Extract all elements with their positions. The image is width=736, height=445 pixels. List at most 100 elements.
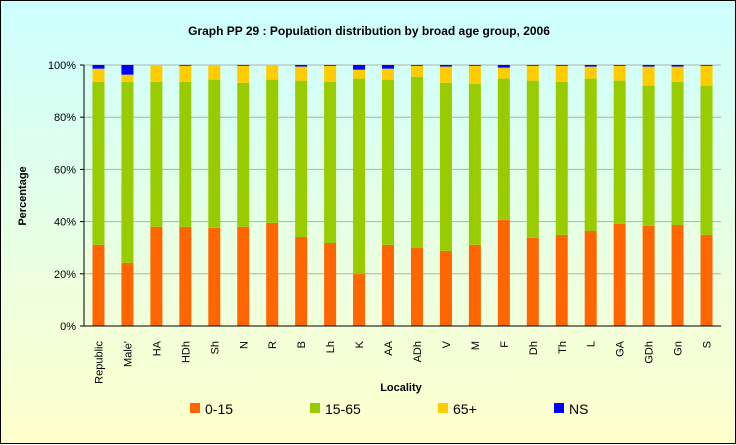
- bar-15-65-Republic: [92, 81, 105, 245]
- bar-NS-Dh: [526, 65, 539, 66]
- legend-label: NS: [569, 401, 588, 417]
- x-tick-label: K: [354, 340, 366, 348]
- bar-NS-S: [700, 65, 713, 66]
- bar-NS-M: [468, 65, 481, 66]
- x-tick-label: Dh: [528, 341, 540, 355]
- y-tick-label: 40%: [54, 217, 76, 229]
- bar-15-65-Lh: [324, 81, 337, 244]
- x-axis-label: Locality: [380, 382, 422, 394]
- bar-0-15-Republic: [92, 244, 105, 326]
- bar-0-15-AA: [382, 244, 395, 326]
- x-tick-label: AA: [383, 340, 395, 355]
- x-tick-label: N: [238, 341, 250, 349]
- bar-0-15-Dh: [526, 237, 539, 326]
- bar-15-65-Male': [121, 81, 134, 263]
- bar-NS-Lh: [324, 65, 337, 66]
- bar-0-15-HDh: [179, 226, 192, 326]
- legend-swatch-15-65: [310, 403, 320, 413]
- bar-0-15-Sh: [208, 227, 221, 326]
- legend-label: 15-65: [325, 401, 361, 417]
- bar-15-65-V: [439, 82, 452, 251]
- bar-NS-F: [497, 65, 510, 68]
- x-tick-label: B: [296, 341, 308, 348]
- x-tick-label: F: [499, 341, 511, 348]
- bar-0-15-K: [353, 274, 366, 326]
- bar-15-65-K: [353, 78, 366, 275]
- bar-0-15-S: [700, 234, 713, 326]
- bar-65+-AA: [382, 68, 395, 80]
- bar-65+-K: [353, 69, 366, 79]
- y-tick-label: 80%: [54, 112, 76, 124]
- bar-NS-N: [237, 65, 250, 66]
- x-tick-label: Th: [557, 341, 569, 354]
- x-tick-label: M: [470, 341, 482, 350]
- bar-15-65-AA: [382, 79, 395, 245]
- y-axis-label: Percentage: [17, 166, 29, 225]
- y-tick-label: 0%: [60, 321, 76, 333]
- bar-15-65-N: [237, 82, 250, 227]
- y-tick-label: 60%: [54, 164, 76, 176]
- bar-NS-V: [439, 65, 452, 67]
- bar-65+-GA: [613, 65, 626, 81]
- bar-15-65-HA: [150, 81, 163, 227]
- bar-65+-Lh: [324, 65, 337, 82]
- bar-0-15-L: [584, 230, 597, 326]
- bar-0-15-Th: [555, 234, 568, 326]
- bar-15-65-F: [497, 78, 510, 220]
- bar-15-65-M: [468, 83, 481, 245]
- bar-65+-R: [266, 65, 279, 80]
- bar-0-15-V: [439, 250, 452, 326]
- bar-NS-ADh: [410, 65, 423, 66]
- bar-0-15-R: [266, 222, 279, 326]
- bar-65+-Gn: [671, 66, 684, 82]
- legend-label: 0-15: [205, 401, 233, 417]
- chart-title: Graph PP 29 : Population distribution by…: [188, 24, 550, 38]
- legend-swatch-NS: [554, 403, 564, 413]
- bar-15-65-GDh: [642, 85, 655, 226]
- bar-0-15-M: [468, 244, 481, 326]
- bar-NS-K: [353, 65, 366, 70]
- bar-NS-GA: [613, 65, 626, 66]
- y-tick-label: 100%: [48, 60, 76, 72]
- bar-15-65-Dh: [526, 80, 539, 238]
- y-tick-label: 20%: [54, 269, 76, 281]
- bar-15-65-B: [295, 80, 308, 237]
- bar-65+-HDh: [179, 65, 192, 82]
- x-tick-label: V: [441, 340, 453, 348]
- x-tick-label: Sh: [209, 341, 221, 354]
- bar-15-65-R: [266, 79, 279, 223]
- bar-65+-GDh: [642, 66, 655, 86]
- x-tick-label: L: [586, 341, 598, 347]
- x-tick-label: HDh: [180, 341, 192, 363]
- bar-65+-ADh: [410, 65, 423, 77]
- bar-65+-Sh: [208, 65, 221, 80]
- bar-65+-S: [700, 65, 713, 86]
- bar-0-15-GA: [613, 223, 626, 326]
- bar-65+-B: [295, 66, 308, 81]
- bar-65+-F: [497, 67, 510, 79]
- bar-15-65-L: [584, 78, 597, 231]
- bar-15-65-Gn: [671, 81, 684, 225]
- bar-65+-L: [584, 66, 597, 79]
- bar-NS-Male': [121, 65, 134, 75]
- x-tick-label: Male': [122, 341, 134, 367]
- legend-label: 65+: [453, 401, 477, 417]
- bar-0-15-Lh: [324, 243, 337, 326]
- bar-NS-AA: [382, 65, 395, 69]
- bar-0-15-HA: [150, 226, 163, 326]
- bar-65+-Male': [121, 74, 134, 82]
- x-tick-label: Gn: [673, 341, 685, 356]
- bar-NS-Th: [555, 65, 568, 66]
- bar-0-15-GDh: [642, 225, 655, 326]
- bar-0-15-B: [295, 236, 308, 326]
- bar-65+-V: [439, 66, 452, 83]
- x-tick-label: GA: [615, 340, 627, 357]
- bar-65+-M: [468, 65, 481, 84]
- bar-0-15-F: [497, 219, 510, 326]
- bar-NS-B: [295, 65, 308, 67]
- legend-swatch-65+: [438, 403, 448, 413]
- bar-65+-Dh: [526, 65, 539, 81]
- bar-NS-L: [584, 65, 597, 67]
- bar-NS-Republic: [92, 65, 105, 69]
